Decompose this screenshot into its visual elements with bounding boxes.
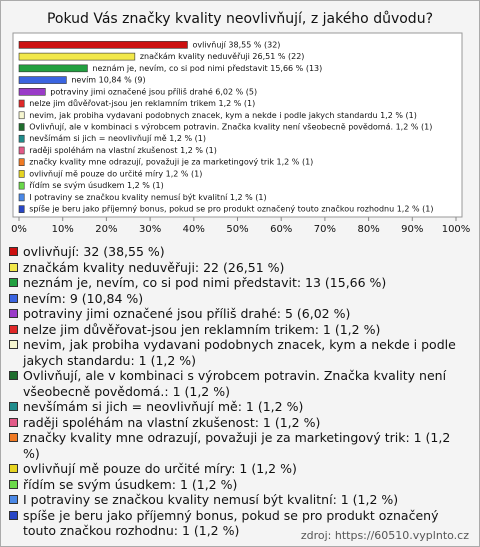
- legend-swatch: [9, 433, 18, 442]
- legend-item: značky kvality mne odrazují, považuji je…: [9, 430, 471, 461]
- bar: [18, 52, 136, 61]
- legend-swatch: [9, 510, 18, 520]
- bar: [18, 170, 25, 178]
- bar: [18, 76, 67, 84]
- legend-item: značkám kvality neduvěřuji: 22 (26,51 %): [9, 260, 471, 276]
- x-tick-label: 100%: [442, 224, 471, 235]
- legend-label: spíše je beru jako příjemný bonus, pokud…: [23, 507, 439, 539]
- bar-label: značky kvality mne odrazují, považuji je…: [29, 157, 313, 167]
- chart: Pokud Vás značky kvality neovlivňují, z …: [11, 11, 471, 235]
- x-tick-label: 70%: [314, 224, 336, 235]
- legend-swatch: [9, 340, 18, 349]
- bar: [18, 181, 25, 190]
- bar-label: I potraviny se značkou kvality nemusí bý…: [29, 192, 266, 202]
- plot-area: [12, 32, 463, 218]
- legend-swatch: [9, 293, 18, 303]
- legend-swatch: [9, 262, 18, 272]
- legend-item: řídím se svým úsudkem: 1 (1,2 %): [9, 477, 471, 493]
- bar: [18, 64, 88, 73]
- bar-label: nevšímám si jich = neovlivňují mě 1,2 % …: [29, 133, 206, 143]
- bar-label: nevim, jak probiha vydavani podobnych zn…: [29, 111, 417, 120]
- legend-item: nelze jim důvěřovat-jsou jen reklamním t…: [9, 322, 471, 338]
- legend-item: I potraviny se značkou kvality nemusí bý…: [9, 492, 471, 508]
- legend-label: značkám kvality neduvěřuji: 22 (26,51 %): [23, 259, 285, 275]
- bar-label: nelze jim důvěřovat-jsou jen reklamním t…: [29, 98, 255, 108]
- legend-swatch: [9, 417, 18, 427]
- legend-swatch: [9, 309, 18, 318]
- x-tick-label: 10%: [52, 224, 74, 235]
- legend-item: Ovlivňují, ale v kombinaci s výrobcem po…: [9, 368, 471, 399]
- bar-label: ovlivňují 38,55 % (32): [192, 39, 280, 49]
- chart-title: Pokud Vás značky kvality neovlivňují, z …: [47, 11, 433, 27]
- legend-label: nevšímám si jich = neovlivňují mě: 1 (1,…: [23, 399, 304, 414]
- bar-label: značkám kvality neduvěřuji 26,51 % (22): [140, 51, 305, 61]
- bar: [18, 158, 25, 166]
- legend-item: neznám je, nevím, co si pod nimi předsta…: [9, 275, 471, 291]
- bar: [18, 99, 25, 108]
- x-tick-label: 90%: [401, 224, 423, 235]
- legend-label: nelze jim důvěřovat-jsou jen reklamním t…: [23, 321, 381, 337]
- bar-label: raději spoléhám na vlastní zkušenost 1,2…: [29, 145, 217, 155]
- legend-label: I potraviny se značkou kvality nemusí bý…: [23, 492, 399, 507]
- legend-label: ovlivňují mě pouze do určité míry: 1 (1,…: [23, 461, 297, 476]
- bar: [18, 205, 25, 213]
- legend-swatch: [9, 479, 18, 489]
- legend-swatch: [9, 371, 18, 380]
- legend-swatch: [9, 495, 18, 504]
- legend-swatch: [9, 247, 18, 256]
- legend-item: raději spoléhám na vlastní zkušenost: 1 …: [9, 415, 471, 431]
- legend-label: nevim, jak probiha vydavani podobnych zn…: [23, 337, 456, 368]
- legend-item: spíše je beru jako příjemný bonus, pokud…: [9, 508, 471, 539]
- bar-label: nevím 10,84 % (9): [71, 76, 145, 85]
- bar-label: spíše je beru jako příjemný bonus, pokud…: [29, 204, 433, 214]
- legend-item: ovlivňují mě pouze do určité míry: 1 (1,…: [9, 461, 471, 477]
- bar: [18, 88, 46, 96]
- bar: [18, 146, 25, 155]
- source: zdroj: https://60510.vyplnto.cz: [300, 529, 469, 542]
- x-tick-label: 80%: [357, 224, 379, 235]
- legend-label: potraviny jimi označené jsou příliš drah…: [23, 306, 351, 321]
- bar: [18, 111, 25, 120]
- bar: [18, 41, 188, 49]
- legend-label: neznám je, nevím, co si pod nimi předsta…: [23, 275, 387, 290]
- legend-label: řídím se svým úsudkem: 1 (1,2 %): [23, 476, 238, 492]
- legend-swatch: [9, 324, 18, 334]
- x-tick-label: 40%: [183, 224, 205, 235]
- legend-label: raději spoléhám na vlastní zkušenost: 1 …: [23, 414, 321, 430]
- legend-item: ovlivňují: 32 (38,55 %): [9, 244, 471, 260]
- legend-label: ovlivňují: 32 (38,55 %): [23, 244, 165, 259]
- bar: [18, 193, 25, 202]
- bar: [18, 134, 25, 143]
- legend-label: značky kvality mne odrazují, považuji je…: [23, 430, 451, 461]
- bar-label: řídím se svým úsudkem 1,2 % (1): [29, 181, 164, 190]
- legend-swatch: [9, 402, 18, 411]
- legend-label: nevím: 9 (10,84 %): [23, 290, 144, 306]
- x-tick-label: 60%: [270, 224, 292, 235]
- legend-label: Ovlivňují, ale v kombinaci s výrobcem po…: [23, 368, 447, 399]
- x-tick-label: 0%: [11, 224, 27, 235]
- x-tick-label: 30%: [139, 224, 161, 235]
- x-tick-label: 50%: [226, 224, 248, 235]
- bar-label: neznám je, nevím, co si pod nimi předsta…: [92, 64, 322, 73]
- legend-item: nevím: 9 (10,84 %): [9, 291, 471, 307]
- legend-swatch: [9, 278, 18, 287]
- legend-item: nevšímám si jich = neovlivňují mě: 1 (1,…: [9, 399, 471, 415]
- bar-label: Ovlivňují, ale v kombinaci s výrobcem po…: [29, 122, 432, 132]
- bar-label: ovlivňují mě pouze do určité míry 1,2 % …: [29, 168, 202, 178]
- legend-item: potraviny jimi označené jsou příliš drah…: [9, 306, 471, 322]
- legend-swatch: [9, 464, 18, 473]
- legend: ovlivňují: 32 (38,55 %) značkám kvality n…: [9, 244, 471, 539]
- bar-label: potraviny jimi označené jsou příliš drah…: [50, 86, 257, 96]
- bar: [18, 123, 25, 131]
- x-tick-label: 20%: [95, 224, 117, 235]
- legend-item: nevim, jak probiha vydavani podobnych zn…: [9, 337, 471, 368]
